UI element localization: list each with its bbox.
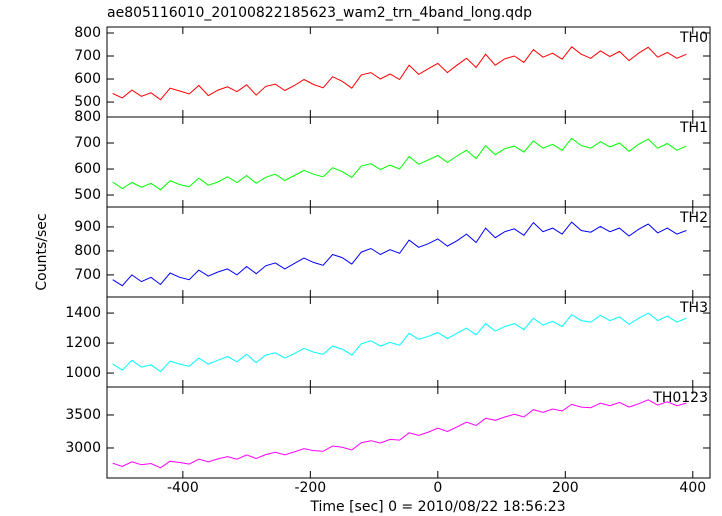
x-tick-label: -200 [294, 480, 326, 496]
panel-frame [106, 116, 711, 208]
data-line [112, 221, 687, 287]
y-tick-label: 800 [74, 243, 101, 259]
x-tick-label: 400 [679, 480, 706, 496]
panel-frame [106, 386, 711, 479]
y-tick-label: 500 [74, 187, 101, 203]
chart-title: ae805116010_20100822185623_wam2_trn_4ban… [107, 5, 532, 21]
y-axis-label: Counts/sec [34, 213, 50, 290]
x-tick-label: 0 [433, 480, 442, 496]
y-tick-label: 600 [74, 71, 101, 87]
data-line [112, 399, 687, 469]
y-tick-label: 800 [74, 25, 101, 41]
y-tick-label: 700 [74, 135, 101, 151]
series-label: TH0123 [652, 390, 708, 406]
panel-frame [106, 26, 711, 118]
series-label: TH1 [679, 120, 708, 136]
y-tick-label: 800 [74, 109, 101, 125]
data-line [112, 312, 687, 373]
y-tick-label: 700 [74, 48, 101, 64]
series-label: TH0 [679, 30, 708, 46]
y-tick-label: 700 [74, 267, 101, 283]
data-line [112, 137, 687, 191]
y-tick-label: 1200 [65, 335, 101, 351]
x-tick-label: 200 [552, 480, 579, 496]
x-axis-label: Time [sec] 0 = 2010/08/22 18:56:23 [309, 499, 565, 515]
panel-frame [106, 296, 711, 388]
y-tick-label: 600 [74, 161, 101, 177]
x-tick-label: -400 [167, 480, 199, 496]
y-tick-label: 1000 [65, 365, 101, 381]
series-label: TH2 [679, 210, 708, 226]
y-tick-label: 3500 [65, 407, 101, 423]
series-label: TH3 [679, 300, 708, 316]
data-line [112, 46, 687, 101]
y-tick-label: 500 [74, 94, 101, 110]
panel-frame [106, 206, 711, 298]
y-tick-label: 900 [74, 219, 101, 235]
y-tick-label: 3000 [65, 440, 101, 456]
y-tick-label: 1400 [65, 305, 101, 321]
